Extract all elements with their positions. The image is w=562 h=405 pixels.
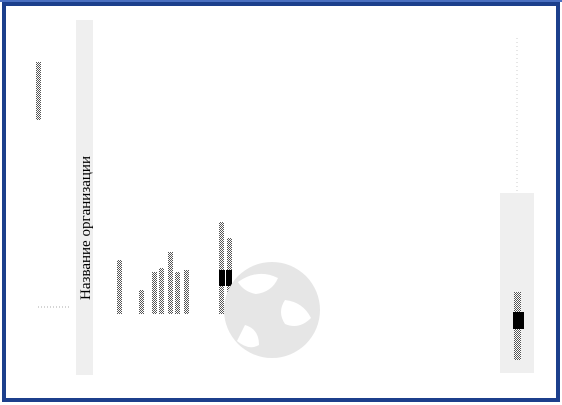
placeholder-text [219,222,224,314]
placeholder-text [184,270,189,314]
name-strip [76,20,93,375]
placeholder-text [175,272,180,314]
placeholder-text [159,268,164,314]
placeholder-text [36,62,41,120]
placeholder-block [513,312,524,329]
placeholder-text [139,290,144,314]
organization-name: Название организации [78,156,94,300]
placeholder-lines [117,222,232,314]
placeholder-text [152,272,157,314]
placeholder-text [117,260,122,314]
placeholder-gap [225,270,226,286]
frame-top [0,0,562,2]
placeholder-text [168,252,173,314]
globe-logo [224,262,320,358]
